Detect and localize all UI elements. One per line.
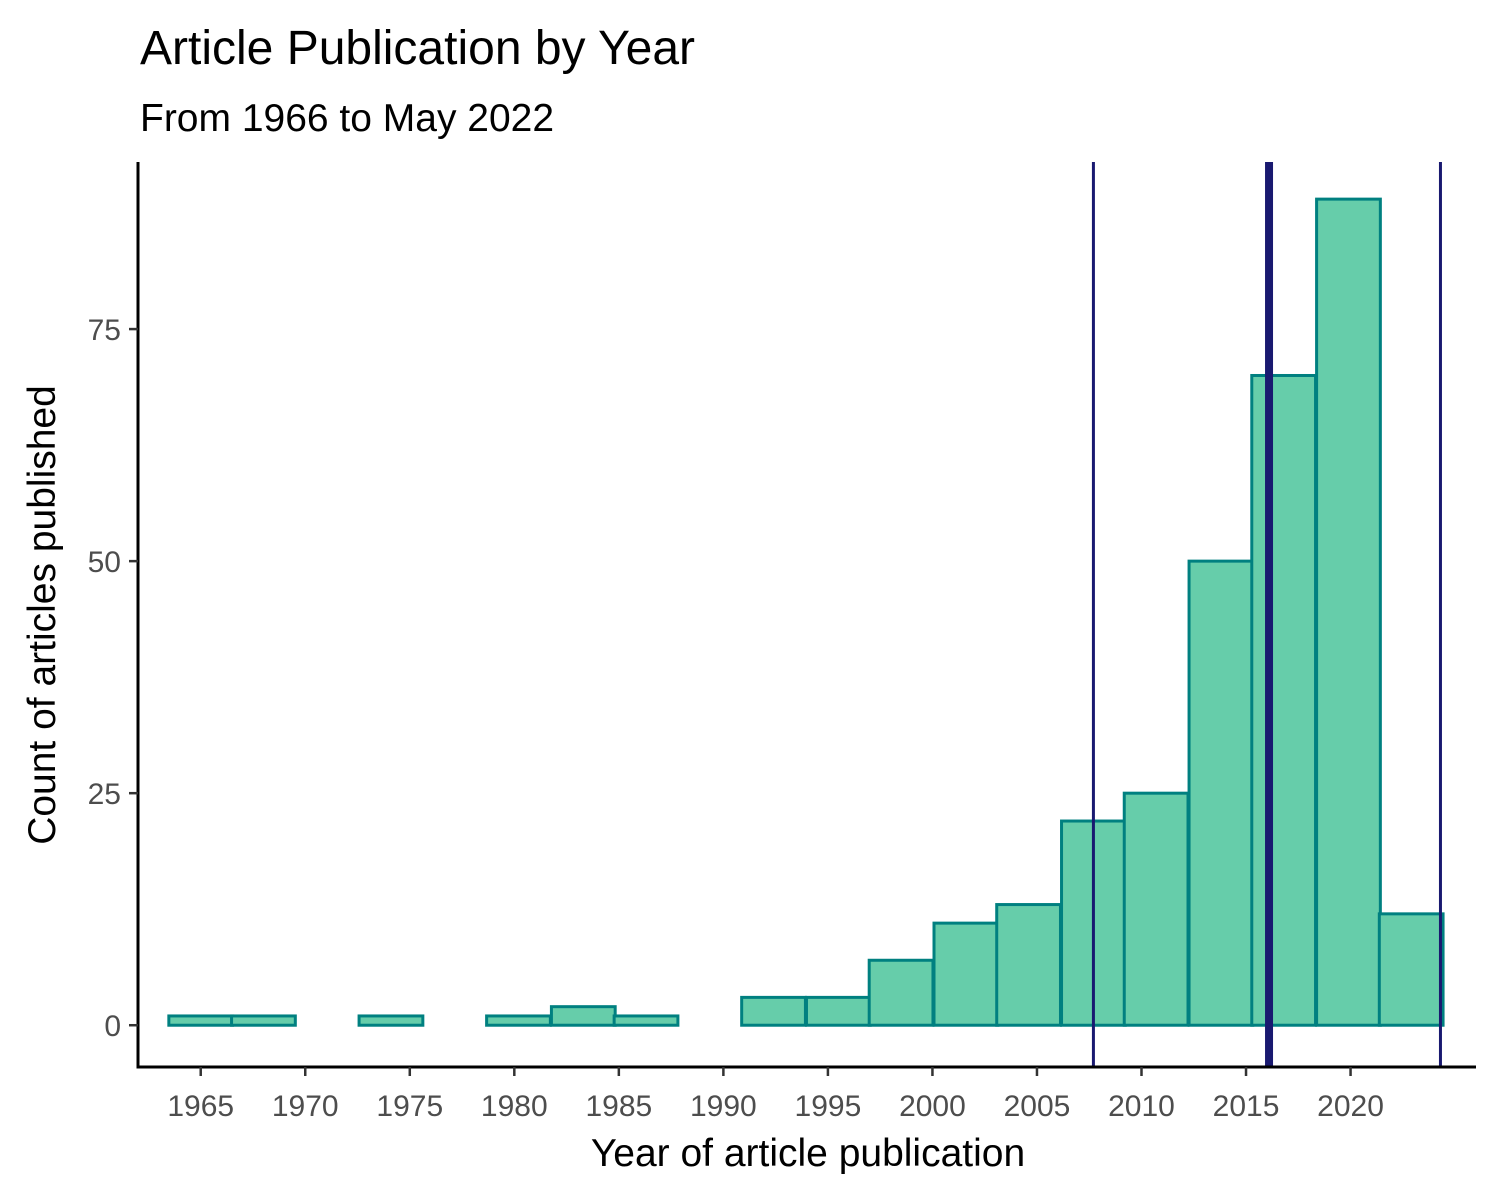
x-tick-label: 2020	[1317, 1090, 1384, 1123]
histogram-bar	[1250, 373, 1318, 1027]
y-axis-ticks: 0 25 50 75	[88, 314, 138, 1043]
x-tick-label: 1965	[167, 1090, 234, 1123]
x-tick-label: 2005	[1004, 1090, 1071, 1123]
x-tick-label: 1970	[272, 1090, 339, 1123]
histogram-bar	[995, 903, 1062, 1027]
y-tick-label: 75	[88, 314, 121, 347]
histogram-bar	[1315, 197, 1382, 1027]
chart-subtitle: From 1966 to May 2022	[140, 97, 554, 140]
x-tick-label: 2010	[1108, 1090, 1175, 1123]
x-tick-label: 1990	[690, 1090, 757, 1123]
x-axis-title: Year of article publication	[591, 1132, 1025, 1175]
histogram-bar	[1122, 791, 1190, 1027]
histogram-bar	[804, 995, 872, 1027]
y-tick-label: 25	[88, 778, 121, 811]
reference-lines	[1091, 162, 1442, 1067]
histogram-bar	[167, 1014, 235, 1027]
x-tick-label: 2015	[1213, 1090, 1280, 1123]
histogram-bar	[1187, 559, 1255, 1027]
histogram-bar	[230, 1014, 297, 1027]
x-tick-label: 1980	[481, 1090, 548, 1123]
y-tick-label: 0	[104, 1010, 121, 1043]
x-tick-label: 2000	[899, 1090, 966, 1123]
histogram-bar	[932, 921, 1000, 1027]
x-tick-label: 1995	[795, 1090, 862, 1123]
histogram-bars	[167, 197, 1445, 1027]
histogram-bar	[549, 1005, 617, 1027]
histogram-bar	[1377, 912, 1445, 1027]
x-axis-ticks: 1965 1970 1975 1980 1985 1990 1995 2000 2005 2010…	[167, 1067, 1384, 1123]
x-tick-label: 1975	[376, 1090, 443, 1123]
histogram-bar	[485, 1014, 552, 1027]
x-tick-label: 1985	[585, 1090, 652, 1123]
chart-title: Article Publication by Year	[140, 22, 695, 75]
histogram-bar	[740, 995, 807, 1027]
histogram-bar	[867, 958, 935, 1027]
histogram-bar	[612, 1014, 680, 1027]
y-tick-label: 50	[88, 546, 121, 579]
y-axis-title: Count of articles published	[21, 385, 64, 845]
histogram-bar	[357, 1014, 425, 1027]
